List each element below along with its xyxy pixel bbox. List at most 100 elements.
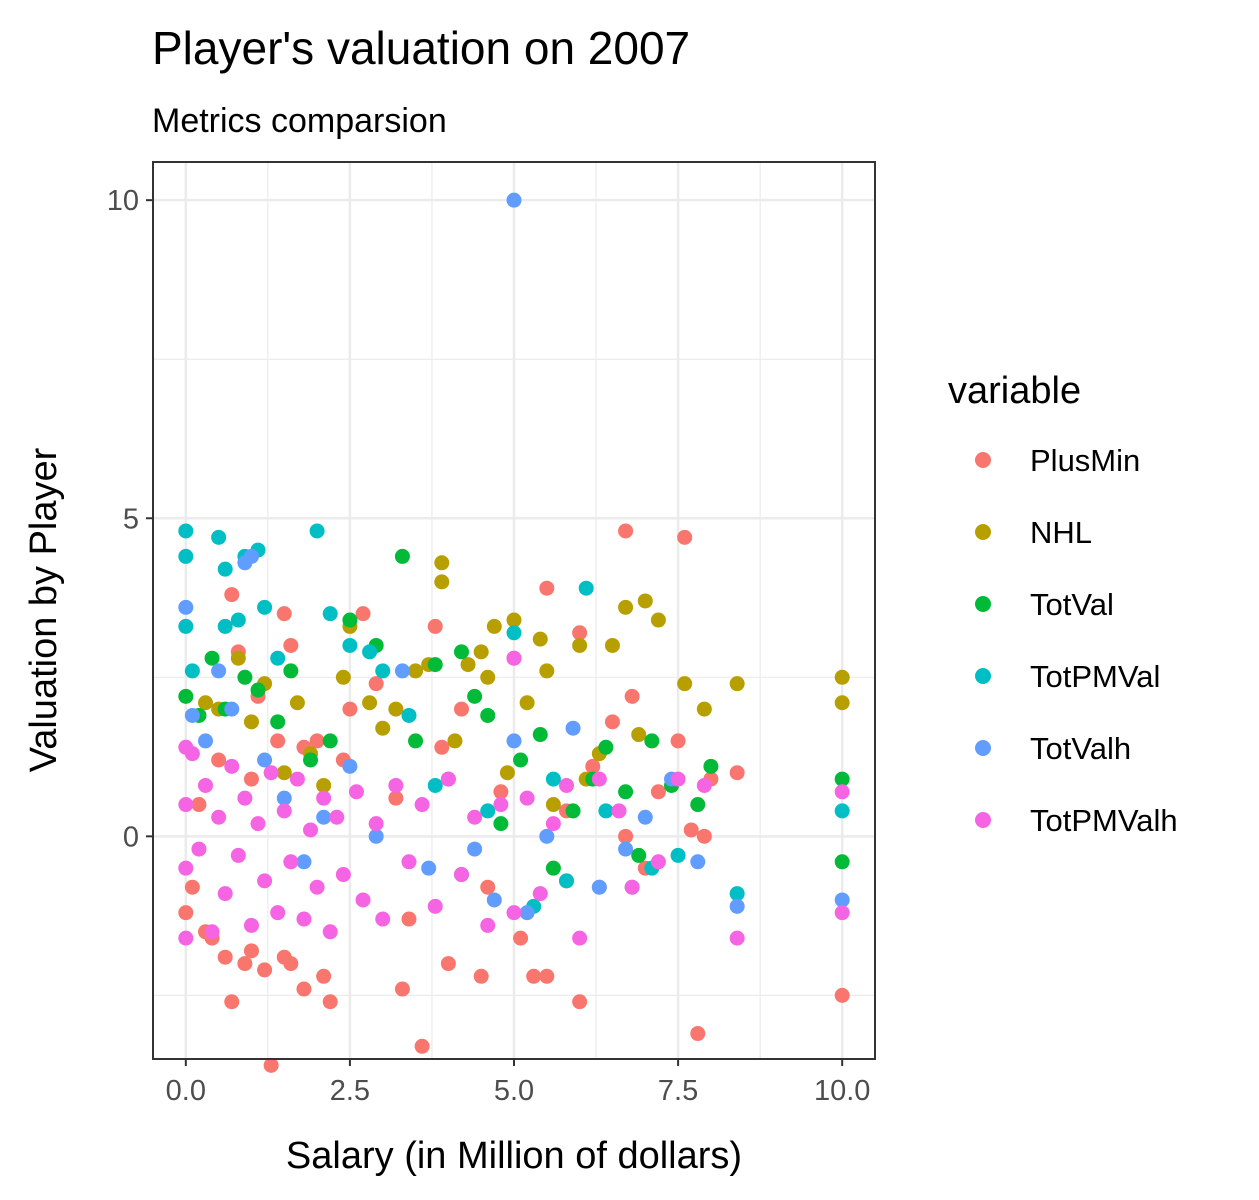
- data-point: [204, 650, 220, 666]
- data-point: [421, 860, 437, 876]
- data-point: [545, 816, 561, 832]
- legend-key-NHL: [975, 524, 991, 540]
- data-point: [690, 797, 706, 813]
- data-point: [303, 752, 319, 768]
- data-point: [493, 797, 509, 813]
- data-point: [467, 688, 483, 704]
- y-tick-label: 10: [107, 185, 139, 217]
- data-point: [329, 809, 345, 825]
- data-point: [388, 790, 404, 806]
- data-point: [178, 599, 194, 615]
- x-tick-label: 7.5: [658, 1075, 698, 1107]
- data-point: [322, 606, 338, 622]
- data-point: [401, 707, 417, 723]
- data-point: [703, 758, 719, 774]
- data-point: [834, 803, 850, 819]
- data-point: [480, 669, 496, 685]
- data-point: [611, 803, 627, 819]
- chart-title: Player's valuation on 2007: [152, 22, 690, 74]
- data-point: [204, 924, 220, 940]
- data-point: [178, 797, 194, 813]
- data-point: [178, 905, 194, 921]
- data-point: [178, 930, 194, 946]
- data-point: [270, 733, 286, 749]
- series-TotValh: [178, 192, 850, 921]
- data-point: [224, 587, 240, 603]
- data-point: [237, 956, 253, 972]
- data-points: [178, 192, 850, 1073]
- data-point: [670, 733, 686, 749]
- data-point: [230, 847, 246, 863]
- data-point: [217, 618, 233, 634]
- data-point: [631, 847, 647, 863]
- data-point: [532, 727, 548, 743]
- data-point: [224, 994, 240, 1010]
- data-point: [677, 676, 693, 692]
- x-axis-ticks: 0.0 2.5 5.0 7.5 10.0: [166, 1059, 870, 1107]
- y-tick-label: 5: [123, 503, 139, 535]
- data-point: [690, 854, 706, 870]
- data-point: [473, 644, 489, 660]
- data-point: [257, 599, 273, 615]
- data-point: [467, 841, 483, 857]
- data-point: [322, 733, 338, 749]
- data-point: [690, 1026, 706, 1042]
- data-point: [257, 962, 273, 978]
- data-point: [493, 816, 509, 832]
- data-point: [539, 828, 555, 844]
- data-point: [309, 523, 325, 539]
- data-point: [834, 669, 850, 685]
- data-point: [486, 618, 502, 634]
- data-point: [572, 637, 588, 653]
- data-point: [572, 625, 588, 641]
- data-point: [237, 790, 253, 806]
- data-point: [335, 867, 351, 883]
- legend: variable PlusMin NHL TotVal TotPMVal TotValh…: [948, 370, 1178, 838]
- data-point: [368, 828, 384, 844]
- data-point: [473, 968, 489, 984]
- data-point: [283, 854, 299, 870]
- series-PlusMin: [178, 523, 850, 1073]
- data-point: [729, 898, 745, 914]
- data-point: [375, 663, 391, 679]
- data-point: [696, 777, 712, 793]
- data-point: [414, 1038, 430, 1054]
- data-point: [480, 879, 496, 895]
- data-point: [618, 599, 634, 615]
- data-point: [198, 733, 214, 749]
- data-point: [670, 771, 686, 787]
- data-point: [519, 790, 535, 806]
- data-point: [618, 841, 634, 857]
- data-point: [243, 943, 259, 959]
- data-point: [434, 555, 450, 571]
- data-point: [729, 886, 745, 902]
- data-point: [486, 892, 502, 908]
- data-point: [834, 854, 850, 870]
- chart-subtitle: Metrics comparsion: [152, 102, 447, 140]
- data-point: [526, 968, 542, 984]
- data-point: [545, 797, 561, 813]
- data-point: [316, 790, 332, 806]
- data-point: [650, 784, 666, 800]
- data-point: [250, 682, 266, 698]
- data-point: [618, 828, 634, 844]
- data-point: [296, 981, 312, 997]
- data-point: [414, 797, 430, 813]
- data-point: [191, 797, 207, 813]
- data-point: [480, 803, 496, 819]
- data-point: [276, 765, 292, 781]
- data-point: [598, 739, 614, 755]
- data-point: [598, 803, 614, 819]
- data-point: [211, 663, 227, 679]
- data-point: [440, 956, 456, 972]
- data-point: [545, 771, 561, 787]
- data-point: [316, 777, 332, 793]
- data-point: [670, 847, 686, 863]
- data-point: [211, 809, 227, 825]
- legend-key-TotPMVal: [975, 668, 991, 684]
- data-point: [243, 917, 259, 933]
- data-point: [729, 676, 745, 692]
- data-point: [178, 860, 194, 876]
- data-point: [388, 777, 404, 793]
